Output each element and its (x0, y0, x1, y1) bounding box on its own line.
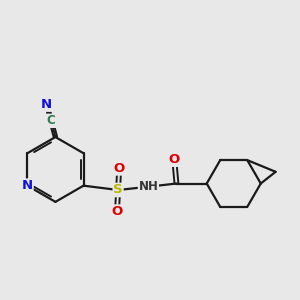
Text: O: O (169, 153, 180, 166)
Text: O: O (114, 162, 125, 175)
Text: C: C (47, 114, 56, 127)
Text: N: N (22, 179, 33, 192)
Text: NH: NH (138, 180, 158, 193)
Text: S: S (113, 184, 123, 196)
Text: O: O (111, 205, 123, 218)
Text: N: N (41, 98, 52, 111)
